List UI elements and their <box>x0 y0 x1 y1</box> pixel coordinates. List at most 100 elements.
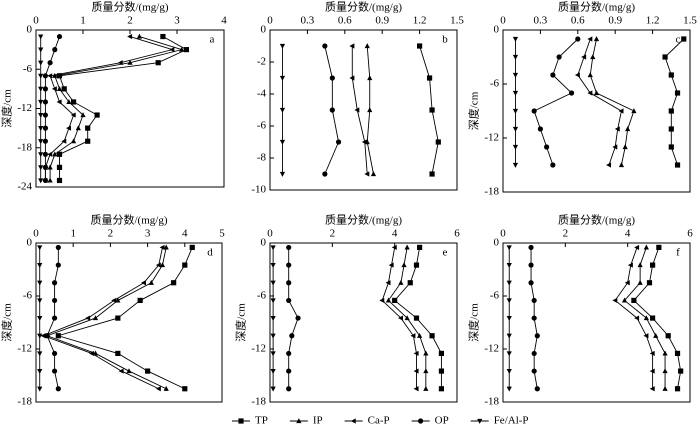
data-point <box>111 297 117 304</box>
data-point <box>364 43 370 49</box>
x-tick-label: 4 <box>392 228 398 240</box>
data-point <box>550 162 556 168</box>
data-point <box>171 280 177 286</box>
data-point <box>42 86 48 92</box>
y-tick-label: -12 <box>17 343 32 355</box>
data-point <box>531 350 537 357</box>
data-point <box>650 315 656 321</box>
data-point <box>38 112 44 118</box>
data-point <box>160 33 166 40</box>
data-point <box>286 368 292 374</box>
data-point <box>668 126 674 132</box>
data-point <box>413 315 420 321</box>
data-point <box>662 54 668 60</box>
data-point <box>270 333 276 339</box>
data-point <box>656 244 662 251</box>
data-point <box>649 350 655 357</box>
x-tick-label: 1 <box>70 228 76 240</box>
data-point <box>674 162 681 168</box>
data-point <box>55 333 61 339</box>
data-point <box>634 244 640 251</box>
x-tick-label: 6 <box>687 228 693 240</box>
data-point <box>47 151 53 157</box>
panel-label: d <box>207 247 213 259</box>
data-point <box>270 263 276 268</box>
data-point <box>163 244 169 250</box>
data-point <box>189 244 195 251</box>
data-point <box>92 350 99 356</box>
data-point <box>155 262 161 268</box>
data-point <box>379 297 385 304</box>
data-point <box>85 125 91 131</box>
data-point <box>361 139 367 145</box>
data-point <box>614 126 620 132</box>
data-point <box>38 34 44 40</box>
data-point <box>544 144 550 150</box>
x-axis-title: 质量分数/(mg/g) <box>92 1 169 14</box>
data-point <box>534 333 540 339</box>
data-point <box>512 126 519 132</box>
data-point <box>417 43 423 49</box>
data-point <box>581 54 587 60</box>
data-point <box>71 138 77 144</box>
data-point <box>364 171 370 177</box>
data-point <box>38 126 44 131</box>
data-point <box>286 244 292 251</box>
data-point <box>322 171 328 177</box>
x-tick-label: 4 <box>221 15 227 27</box>
plot-frame <box>35 242 223 403</box>
y-tick-label: -6 <box>490 290 500 302</box>
x-tick-label: 6 <box>454 228 460 240</box>
data-point <box>681 36 687 42</box>
y-tick-label: -10 <box>251 184 266 196</box>
x-tick-label: 2 <box>127 15 133 27</box>
data-point <box>159 244 165 251</box>
data-point <box>329 107 335 113</box>
y-tick-label: -12 <box>484 132 499 144</box>
data-point <box>66 99 72 105</box>
data-point <box>52 72 58 78</box>
data-point <box>85 138 91 144</box>
y-tick-label: -18 <box>251 396 266 408</box>
series-line <box>577 38 622 166</box>
data-point <box>423 385 429 391</box>
data-point <box>590 54 596 60</box>
data-point <box>662 385 668 391</box>
x-axis-title: 质量分数/(mg/g) <box>91 214 168 227</box>
data-point <box>117 60 123 66</box>
x-tick-label: 0.3 <box>534 15 548 27</box>
series-line <box>589 38 635 166</box>
plot-frame <box>35 29 225 188</box>
data-point <box>506 369 512 374</box>
legend-marker <box>238 418 244 424</box>
data-point <box>163 385 169 391</box>
data-point <box>618 108 624 114</box>
y-tick-label: -4 <box>257 88 267 100</box>
data-point <box>52 315 58 321</box>
data-point <box>429 333 435 339</box>
data-point <box>413 386 419 392</box>
data-point <box>92 315 99 321</box>
data-point <box>662 350 668 356</box>
data-point <box>42 112 48 118</box>
data-point <box>506 280 512 286</box>
data-point <box>56 99 62 105</box>
data-point <box>631 297 637 304</box>
data-point <box>423 350 429 356</box>
series-line <box>56 247 193 390</box>
data-point <box>270 351 276 357</box>
x-tick-label: 0.9 <box>375 15 389 27</box>
data-point <box>506 298 512 304</box>
y-axis-title: 深度/cm <box>467 303 481 342</box>
y-tick-label: -8 <box>257 152 267 164</box>
data-point <box>37 280 43 286</box>
series-line <box>419 45 439 175</box>
data-point <box>47 164 53 170</box>
y-tick-label: 0 <box>261 237 267 249</box>
data-point <box>115 297 121 303</box>
data-point <box>182 262 188 268</box>
data-point <box>528 262 534 268</box>
data-point <box>531 297 537 304</box>
data-point <box>56 164 63 170</box>
y-tick-label: -12 <box>484 343 499 355</box>
